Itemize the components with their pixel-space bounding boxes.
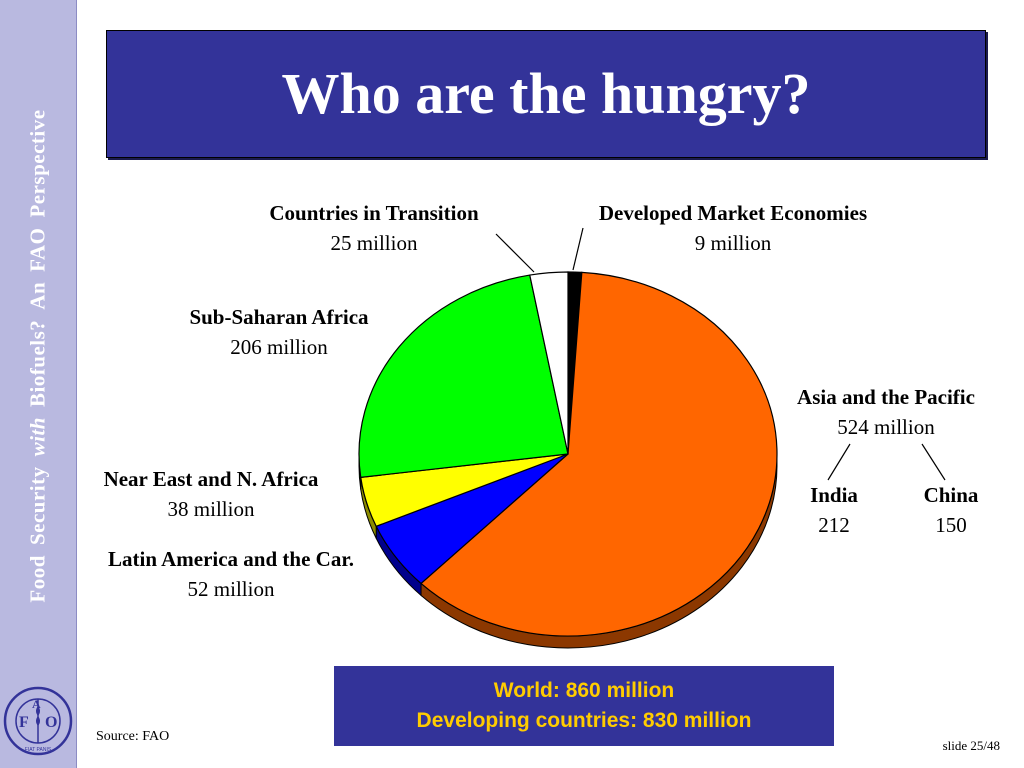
logo-letter-o: O	[45, 714, 57, 731]
label-countries-in-transition: Countries in Transition 25 million	[236, 198, 512, 258]
label-value: 38 million	[167, 497, 255, 521]
label-value: 52 million	[187, 577, 275, 601]
pie-slice-asia-and-the-pacific	[420, 271, 778, 637]
pie-slice-sub-saharan-africa	[358, 274, 569, 479]
label-name: Latin America and the Car.	[108, 547, 354, 571]
summary-box: World: 860 million Developing countries:…	[334, 666, 834, 746]
label-latin-america: Latin America and the Car. 52 million	[76, 544, 386, 604]
label-name: Near East and N. Africa	[103, 467, 319, 491]
summary-world: World: 860 million	[493, 679, 675, 702]
label-near-east-and-n-africa: Near East and N. Africa 38 million	[72, 464, 350, 524]
label-value: 212	[818, 513, 850, 537]
summary-developing: Developing countries: 830 million	[416, 709, 752, 732]
label-value: 150	[935, 513, 967, 537]
leader-developed	[572, 227, 584, 271]
label-name: Asia and the Pacific	[797, 385, 975, 409]
label-sub-saharan-africa: Sub-Saharan Africa 206 million	[160, 302, 398, 362]
label-india: India 212	[796, 480, 872, 540]
label-name: Countries in Transition	[269, 201, 479, 225]
logo-motto: FIAT PANIS	[25, 747, 52, 753]
logo-letter-a: A	[32, 697, 41, 711]
fao-logo: F A O FIAT PANIS	[3, 686, 73, 756]
label-name: India	[810, 483, 858, 507]
label-name: Sub-Saharan Africa	[189, 305, 369, 329]
title-banner: Who are the hungry?	[106, 30, 986, 158]
label-value: 524 million	[837, 415, 935, 439]
label-china: China 150	[910, 480, 992, 540]
slide-title: Who are the hungry?	[281, 61, 811, 126]
label-value: 206 million	[230, 335, 328, 359]
side-band: FoodSecuritywithBiofuels?AnFAOPerspectiv…	[0, 0, 77, 768]
source-note: Source: FAO	[96, 729, 170, 744]
pie-slice-countries-in-transition	[529, 271, 569, 455]
label-value: 25 million	[330, 231, 418, 255]
label-developed-market-economies: Developed Market Economies 9 million	[560, 198, 906, 258]
label-name: Developed Market Economies	[598, 201, 868, 225]
leader-india	[827, 443, 851, 481]
slide-number: slide 25/48	[942, 738, 1000, 753]
logo-letter-f: F	[19, 714, 29, 731]
leader-china	[921, 443, 946, 481]
leader-transition	[495, 233, 535, 273]
label-asia-and-the-pacific: Asia and the Pacific 524 million	[770, 382, 1002, 442]
label-name: China	[923, 483, 979, 507]
label-value: 9 million	[694, 231, 772, 255]
